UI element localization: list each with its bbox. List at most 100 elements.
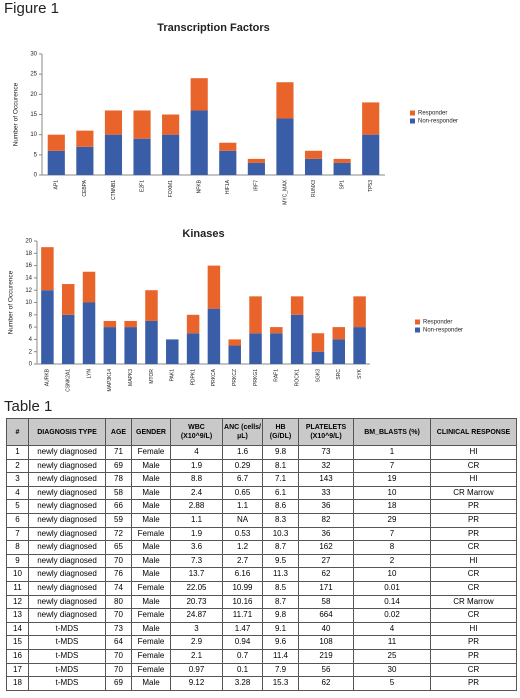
- table-cell: 19: [353, 472, 431, 487]
- table-cell: newly diagnosed: [28, 567, 106, 582]
- table-cell: 7: [353, 526, 431, 542]
- bar-segment: [162, 114, 180, 135]
- table-cell: 10.3: [262, 526, 299, 542]
- table-cell: PR: [430, 676, 517, 691]
- table-row: 11 newly diagnosed 74 Female 22.05 10.99 8.5 17…: [6, 580, 517, 596]
- table-cell: 7: [353, 458, 431, 474]
- table-cell: newly diagnosed: [28, 540, 106, 555]
- table-cell: 0.14: [353, 594, 431, 610]
- table-cell: Male: [131, 676, 171, 691]
- bar-segment: [133, 138, 151, 175]
- x-tick-label: MAP3K14: [107, 369, 113, 392]
- table-cell: 70: [105, 662, 132, 678]
- bar-segment: [61, 314, 75, 364]
- bar-segment: [145, 290, 158, 321]
- bar-segment: [166, 339, 179, 364]
- bar-segment: [41, 247, 54, 291]
- x-tick-label: PRKCZ: [232, 369, 238, 386]
- table-cell: 59: [105, 512, 132, 528]
- table-cell: 1.6: [222, 445, 263, 460]
- table-cell: 8: [6, 540, 29, 555]
- bar-segment: [103, 320, 117, 328]
- bar-segment: [186, 314, 200, 334]
- bar-segment: [76, 146, 94, 175]
- table-cell: 2.7: [222, 553, 263, 569]
- table-cell: 4: [353, 621, 431, 637]
- table-cell: newly diagnosed: [28, 526, 106, 542]
- table-row: 17 t-MDS 70 Female 0.97 0.1 7.9 56 30 CR: [6, 662, 517, 678]
- bar-segment: [47, 150, 65, 175]
- table-cell: PR: [430, 648, 517, 664]
- bar-segment: [333, 158, 351, 163]
- table-cell: 65: [105, 540, 132, 555]
- table-cell: 64: [105, 635, 132, 650]
- table-cell: t-MDS: [28, 662, 106, 678]
- bar-segment: [104, 110, 123, 135]
- table-cell: 1.9: [170, 458, 223, 474]
- table-cell: 9.12: [170, 676, 223, 691]
- table-cell: 3: [170, 621, 223, 637]
- table-cell: Female: [131, 526, 171, 542]
- bar-segment: [124, 320, 137, 328]
- bar-segment: [249, 333, 262, 364]
- table-row: 4 newly diagnosed 58 Male 2.4 0.65 6.1 33 10 CR M…: [6, 485, 517, 501]
- y-tick-label: 14: [25, 275, 32, 281]
- y-axis-label: Number of Occurence: [8, 270, 15, 334]
- bar-segment: [276, 118, 294, 175]
- x-tick-label: SRC: [336, 369, 342, 380]
- table-cell: 6.1: [262, 485, 299, 501]
- table-cell: 0.94: [222, 635, 263, 650]
- table-row: 9 newly diagnosed 70 Male 7.3 2.7 9.5 27 2 HI: [6, 553, 517, 569]
- bar-segment: [290, 296, 304, 315]
- legend-label: Non-responder: [423, 328, 463, 334]
- table-cell: 9.8: [262, 445, 299, 460]
- table-cell: t-MDS: [28, 621, 106, 637]
- table-cell: Male: [131, 499, 171, 514]
- table-row: 16 t-MDS 70 Female 2.1 0.7 11.4 219 25 PR: [6, 648, 517, 664]
- table-cell: 0.01: [353, 580, 431, 596]
- bar-segment: [247, 162, 265, 175]
- y-tick-label: 20: [25, 239, 32, 245]
- x-tick-label: SP1: [339, 180, 345, 190]
- table-row: 2 newly diagnosed 69 Male 1.9 0.29 8.1 32 7 CR: [6, 458, 517, 474]
- table-cell: 7.3: [170, 553, 223, 569]
- y-tick-label: 5: [34, 152, 38, 158]
- table-cell: Female: [131, 445, 171, 460]
- table-cell: 162: [298, 540, 354, 555]
- legend-label: Non-responder: [418, 119, 458, 125]
- table-cell: 30: [353, 662, 431, 678]
- y-tick-label: 8: [29, 312, 33, 318]
- y-tick-label: 15: [30, 112, 37, 118]
- bar-segment: [145, 320, 158, 364]
- y-axis-label: Number of Occurence: [13, 82, 20, 146]
- table-cell: 17: [6, 662, 29, 678]
- table-cell: 72: [105, 526, 132, 542]
- table-cell: Female: [131, 580, 171, 596]
- table-cell: HI: [430, 553, 517, 569]
- bar-segment: [82, 302, 96, 364]
- table-cell: 73: [298, 445, 354, 460]
- table-cell: 11.3: [262, 567, 299, 582]
- bar-segment: [270, 327, 283, 334]
- y-tick-label: 10: [30, 132, 37, 138]
- x-tick-label: TP53: [368, 180, 374, 192]
- bar-segment: [104, 134, 123, 175]
- bar-segment: [311, 333, 325, 352]
- table-cell: 9.1: [262, 621, 299, 637]
- table-cell: 1: [6, 445, 29, 460]
- x-tick-label: PAK1: [170, 369, 176, 382]
- table-cell: PR: [430, 635, 517, 650]
- x-tick-label: E2F1: [139, 180, 145, 192]
- table-row: 12 newly diagnosed 80 Male 20.73 10.16 8.7 58 0.…: [6, 594, 517, 610]
- table-cell: 14: [6, 621, 29, 637]
- bar-segment: [362, 134, 380, 175]
- table-cell: newly diagnosed: [28, 445, 106, 460]
- bar-segment: [249, 296, 262, 334]
- header-row: # DIAGNOSIS TYPE AGE GENDER WBC (X10^9/L) ANC…: [6, 418, 517, 446]
- table-cell: 13: [6, 608, 29, 623]
- table-cell: 70: [105, 648, 132, 664]
- table-cell: 69: [105, 458, 132, 474]
- table-cell: 82: [298, 512, 354, 528]
- table-cell: Male: [131, 485, 171, 501]
